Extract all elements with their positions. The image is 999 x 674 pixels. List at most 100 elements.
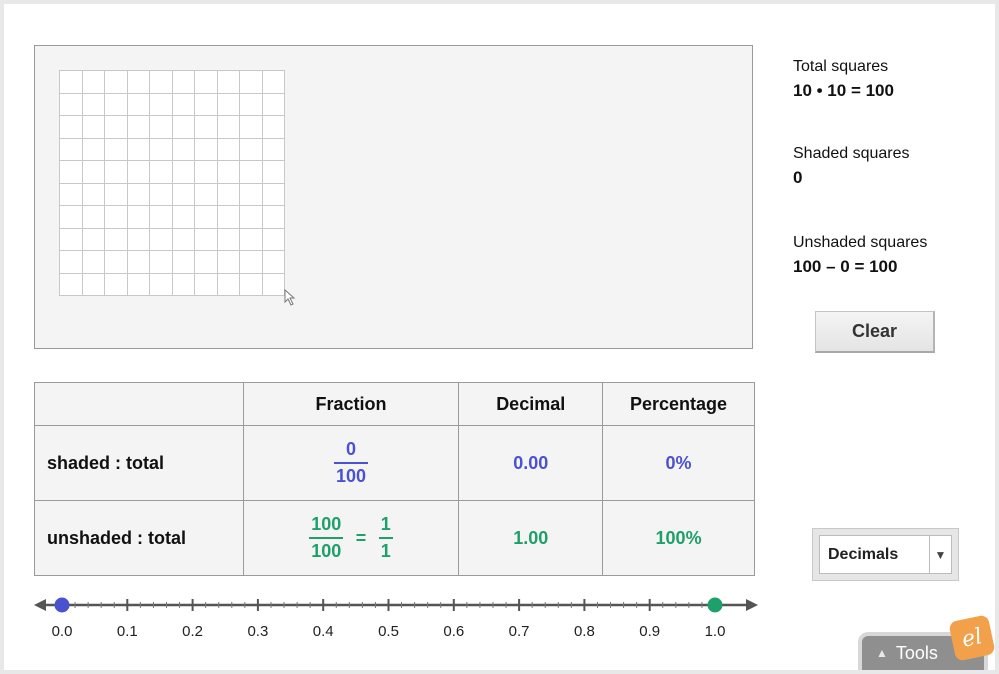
grid-square[interactable] (262, 71, 285, 94)
grid-square[interactable] (60, 138, 83, 161)
grid-square[interactable] (262, 138, 285, 161)
grid-square[interactable] (195, 183, 218, 206)
grid-square[interactable] (60, 273, 83, 296)
grid-square[interactable] (172, 273, 195, 296)
grid-square[interactable] (240, 71, 263, 94)
grid-square[interactable] (262, 93, 285, 116)
grid-square[interactable] (82, 93, 105, 116)
grid-square[interactable] (60, 251, 83, 274)
grid-square[interactable] (240, 161, 263, 184)
grid-square[interactable] (150, 93, 173, 116)
grid-square[interactable] (105, 161, 128, 184)
grid-square[interactable] (82, 183, 105, 206)
grid-square[interactable] (127, 251, 150, 274)
grid-square[interactable] (240, 228, 263, 251)
grid-square[interactable] (60, 71, 83, 94)
grid-square[interactable] (127, 206, 150, 229)
grid-square[interactable] (150, 251, 173, 274)
grid-square[interactable] (172, 93, 195, 116)
grid-square[interactable] (195, 161, 218, 184)
grid-square[interactable] (262, 228, 285, 251)
grid-square[interactable] (240, 183, 263, 206)
grid-square[interactable] (240, 206, 263, 229)
grid-square[interactable] (240, 93, 263, 116)
grid-square[interactable] (262, 116, 285, 139)
grid-square[interactable] (105, 183, 128, 206)
grid-square[interactable] (217, 183, 240, 206)
grid-square[interactable] (240, 251, 263, 274)
chevron-down-icon[interactable]: ▼ (929, 536, 951, 573)
grid-square[interactable] (127, 116, 150, 139)
grid-square[interactable] (82, 161, 105, 184)
grid-square[interactable] (217, 116, 240, 139)
grid-square[interactable] (105, 273, 128, 296)
grid-square[interactable] (60, 161, 83, 184)
grid-square[interactable] (150, 183, 173, 206)
grid-square[interactable] (127, 228, 150, 251)
grid-square[interactable] (105, 138, 128, 161)
grid-square[interactable] (150, 273, 173, 296)
grid-square[interactable] (217, 71, 240, 94)
grid-square[interactable] (127, 71, 150, 94)
grid-square[interactable] (150, 161, 173, 184)
grid-square[interactable] (262, 183, 285, 206)
grid-square[interactable] (60, 183, 83, 206)
grid-square[interactable] (82, 206, 105, 229)
grid-square[interactable] (240, 138, 263, 161)
grid-square[interactable] (82, 71, 105, 94)
grid-square[interactable] (60, 93, 83, 116)
grid-square[interactable] (195, 71, 218, 94)
resize-cursor-icon[interactable] (281, 288, 301, 308)
grid-square[interactable] (262, 161, 285, 184)
grid-square[interactable] (172, 138, 195, 161)
grid-square[interactable] (127, 161, 150, 184)
grid-square[interactable] (150, 71, 173, 94)
grid-square[interactable] (82, 251, 105, 274)
grid-square[interactable] (150, 206, 173, 229)
grid-square[interactable] (127, 273, 150, 296)
grid-square[interactable] (127, 93, 150, 116)
grid-square[interactable] (195, 116, 218, 139)
grid-square[interactable] (195, 206, 218, 229)
grid-square[interactable] (150, 116, 173, 139)
display-mode-dropdown[interactable]: Decimals ▼ (819, 535, 952, 574)
grid-square[interactable] (150, 138, 173, 161)
grid-square[interactable] (195, 251, 218, 274)
grid-square[interactable] (172, 161, 195, 184)
grid-square[interactable] (105, 116, 128, 139)
grid-square[interactable] (150, 228, 173, 251)
grid-square[interactable] (60, 206, 83, 229)
grid-square[interactable] (82, 273, 105, 296)
grid-square[interactable] (217, 138, 240, 161)
grid-square[interactable] (195, 93, 218, 116)
grid-square[interactable] (195, 138, 218, 161)
grid-square[interactable] (262, 206, 285, 229)
grid-square[interactable] (105, 228, 128, 251)
grid-square[interactable] (82, 228, 105, 251)
hundred-grid[interactable] (59, 70, 285, 296)
grid-square[interactable] (217, 273, 240, 296)
grid-square[interactable] (172, 206, 195, 229)
grid-square[interactable] (127, 183, 150, 206)
grid-square[interactable] (105, 206, 128, 229)
grid-square[interactable] (217, 206, 240, 229)
grid-square[interactable] (82, 116, 105, 139)
grid-square[interactable] (217, 228, 240, 251)
grid-square[interactable] (172, 228, 195, 251)
grid-square[interactable] (82, 138, 105, 161)
grid-square[interactable] (195, 228, 218, 251)
grid-square[interactable] (195, 273, 218, 296)
grid-square[interactable] (105, 251, 128, 274)
grid-square[interactable] (262, 251, 285, 274)
grid-square[interactable] (60, 228, 83, 251)
grid-square[interactable] (172, 183, 195, 206)
grid-square[interactable] (217, 251, 240, 274)
grid-square[interactable] (105, 93, 128, 116)
clear-button[interactable]: Clear (815, 311, 935, 353)
grid-square[interactable] (217, 161, 240, 184)
grid-square[interactable] (240, 273, 263, 296)
grid-square[interactable] (127, 138, 150, 161)
grid-square[interactable] (262, 273, 285, 296)
grid-square[interactable] (60, 116, 83, 139)
grid-square[interactable] (240, 116, 263, 139)
